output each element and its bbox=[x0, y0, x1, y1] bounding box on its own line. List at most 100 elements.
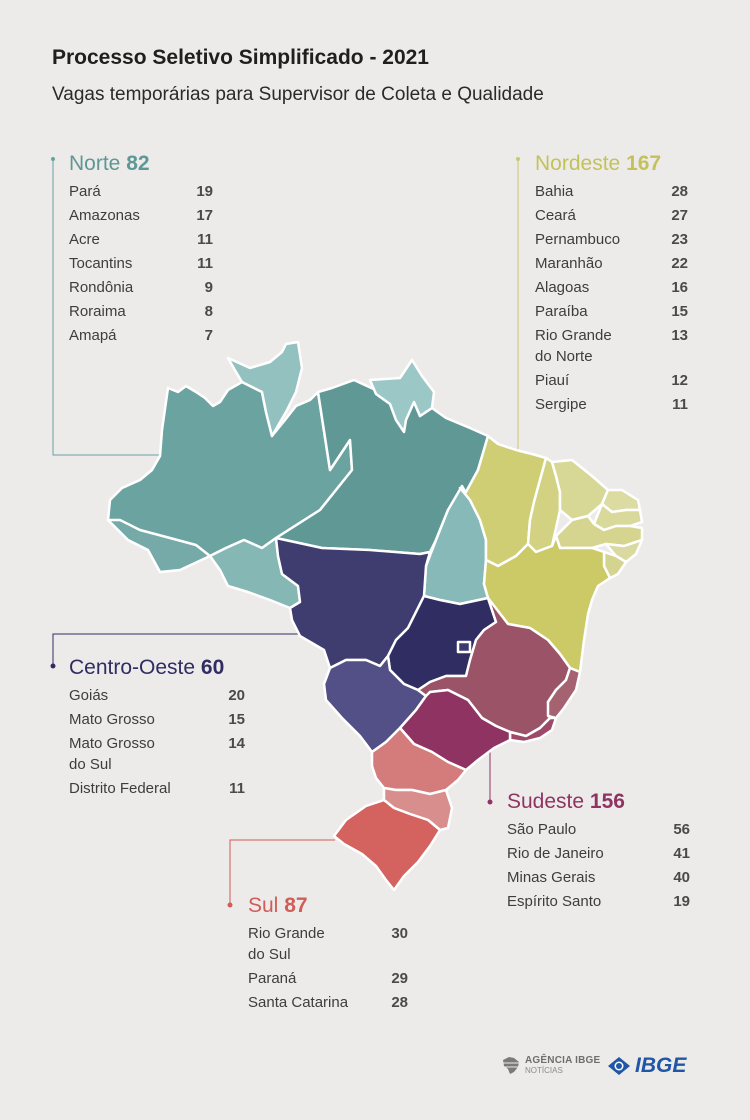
list-item: Mato Grosso do Sul 14 bbox=[69, 733, 245, 775]
state-name: Amazonas bbox=[69, 207, 140, 224]
state-value: 30 bbox=[391, 925, 408, 942]
state-value: 16 bbox=[671, 279, 688, 296]
state-value: 27 bbox=[671, 207, 688, 224]
ibge-logo: IBGE bbox=[606, 1054, 686, 1078]
list-item: Bahia 28 bbox=[535, 181, 688, 202]
state-value: 28 bbox=[391, 994, 408, 1011]
state-name: Rio Grande do Sul bbox=[248, 925, 325, 963]
region-total: 82 bbox=[126, 152, 150, 175]
leader-sudeste-dot bbox=[487, 799, 493, 805]
leader-norte-dot bbox=[51, 157, 55, 161]
list-item: Rondônia 9 bbox=[69, 277, 213, 298]
state-value: 29 bbox=[391, 970, 408, 987]
list-item: Amazonas 17 bbox=[69, 205, 213, 226]
leader-centro-oeste bbox=[52, 633, 370, 666]
state-value: 22 bbox=[671, 255, 688, 272]
list-item: Piauí 12 bbox=[535, 370, 688, 391]
region-name: Sul bbox=[248, 894, 279, 917]
region-nordeste: Nordeste 167 Bahia 28 Ceará 27 Pernambuco 2… bbox=[535, 149, 688, 418]
list-item: Santa Catarina 28 bbox=[248, 992, 408, 1013]
ibge-flag-icon bbox=[608, 1057, 630, 1075]
list-item: Goiás 20 bbox=[69, 685, 245, 706]
state-name: Mato Grosso do Sul bbox=[69, 735, 155, 773]
state-value: 11 bbox=[197, 231, 213, 248]
state-rio-de-janeiro bbox=[508, 716, 558, 744]
footer-logos: AGÊNCIA IBGE NOTÍCIAS IBGE bbox=[500, 1052, 710, 1086]
list-item: São Paulo 56 bbox=[507, 819, 690, 840]
state-name: Amapá bbox=[69, 327, 117, 344]
region-name: Sudeste bbox=[507, 790, 585, 813]
state-value: 11 bbox=[229, 780, 245, 797]
state-name: Distrito Federal bbox=[69, 780, 171, 797]
leader-sul bbox=[229, 839, 335, 905]
state-value: 11 bbox=[197, 255, 213, 272]
region-name: Norte bbox=[69, 152, 121, 175]
list-item: Alagoas 16 bbox=[535, 277, 688, 298]
agencia-title: AGÊNCIA IBGE bbox=[525, 1055, 601, 1066]
state-name: Paraíba bbox=[535, 303, 588, 320]
state-roraima bbox=[226, 340, 304, 438]
state-value: 23 bbox=[671, 231, 688, 248]
region-heading: Sul 87 bbox=[248, 891, 408, 921]
state-name: Rio de Janeiro bbox=[507, 845, 604, 862]
region-heading: Centro-Oeste 60 bbox=[69, 653, 245, 683]
list-item: Acre 11 bbox=[69, 229, 213, 250]
state-name: Tocantins bbox=[69, 255, 133, 272]
state-value: 28 bbox=[671, 183, 688, 200]
state-name: Rondônia bbox=[69, 279, 134, 296]
agencia-subtitle: NOTÍCIAS bbox=[525, 1066, 563, 1075]
state-name: Sergipe bbox=[535, 396, 587, 413]
list-item: Maranhão 22 bbox=[535, 253, 688, 274]
region-heading: Sudeste 156 bbox=[507, 787, 690, 817]
list-item: Paraná 29 bbox=[248, 968, 408, 989]
state-name: Acre bbox=[69, 231, 100, 248]
list-item: Paraíba 15 bbox=[535, 301, 688, 322]
state-value: 56 bbox=[673, 821, 690, 838]
state-name: Mato Grosso bbox=[69, 711, 155, 728]
list-item: Pernambuco 23 bbox=[535, 229, 688, 250]
state-name: Goiás bbox=[69, 687, 109, 704]
leader-sul-dot bbox=[227, 902, 233, 908]
state-value: 41 bbox=[673, 845, 690, 862]
list-item: Sergipe 11 bbox=[535, 394, 688, 415]
leader-nordeste-dot bbox=[516, 157, 520, 161]
state-name: Bahia bbox=[535, 183, 574, 200]
list-item: Tocantins 11 bbox=[69, 253, 213, 274]
leader-centro-oeste-dot bbox=[50, 663, 56, 669]
state-name: Alagoas bbox=[535, 279, 590, 296]
state-name: Pernambuco bbox=[535, 231, 621, 248]
list-item: Ceará 27 bbox=[535, 205, 688, 226]
state-value: 15 bbox=[671, 303, 688, 320]
page-title: Processo Seletivo Simplificado - 2021 bbox=[52, 46, 429, 69]
list-item: Roraima 8 bbox=[69, 301, 213, 322]
state-name: Pará bbox=[69, 183, 101, 200]
state-name: Santa Catarina bbox=[248, 994, 349, 1011]
region-sudeste: Sudeste 156 São Paulo 56 Rio de Janeiro 41… bbox=[507, 787, 690, 915]
state-distrito-federal bbox=[456, 640, 472, 654]
list-item: Rio de Janeiro 41 bbox=[507, 843, 690, 864]
state-name: Ceará bbox=[535, 207, 576, 224]
region-name: Centro-Oeste bbox=[69, 656, 196, 679]
state-value: 11 bbox=[672, 396, 688, 413]
list-item: Distrito Federal 11 bbox=[69, 778, 245, 799]
state-value: 12 bbox=[671, 372, 688, 389]
state-value: 7 bbox=[204, 327, 213, 344]
state-name: Rio Grande do Norte bbox=[535, 327, 612, 365]
region-heading: Nordeste 167 bbox=[535, 149, 688, 179]
region-centro-oeste: Centro-Oeste 60 Goiás 20 Mato Grosso 15 Ma… bbox=[69, 653, 245, 802]
list-item: Pará 19 bbox=[69, 181, 213, 202]
page-subtitle: Vagas temporárias para Supervisor de Col… bbox=[52, 84, 544, 105]
state-value: 19 bbox=[196, 183, 213, 200]
region-heading: Norte 82 bbox=[69, 149, 213, 179]
list-item: Espírito Santo 19 bbox=[507, 891, 690, 912]
list-item: Mato Grosso 15 bbox=[69, 709, 245, 730]
state-value: 8 bbox=[204, 303, 213, 320]
state-name: Piauí bbox=[535, 372, 570, 389]
ibge-wordmark: IBGE bbox=[635, 1054, 687, 1077]
region-total: 60 bbox=[200, 656, 225, 679]
state-value: 40 bbox=[673, 869, 690, 886]
state-name: Paraná bbox=[248, 970, 297, 987]
state-value: 9 bbox=[204, 279, 213, 296]
state-value: 19 bbox=[673, 893, 690, 910]
